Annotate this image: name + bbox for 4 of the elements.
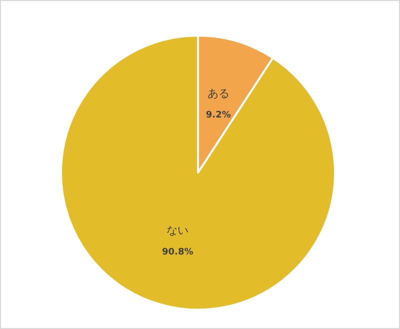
data-label: 9.2% <box>206 110 231 121</box>
slice-label: ない <box>166 224 189 238</box>
data-label: 90.8% <box>162 248 194 258</box>
slice-label: ある <box>207 87 230 100</box>
